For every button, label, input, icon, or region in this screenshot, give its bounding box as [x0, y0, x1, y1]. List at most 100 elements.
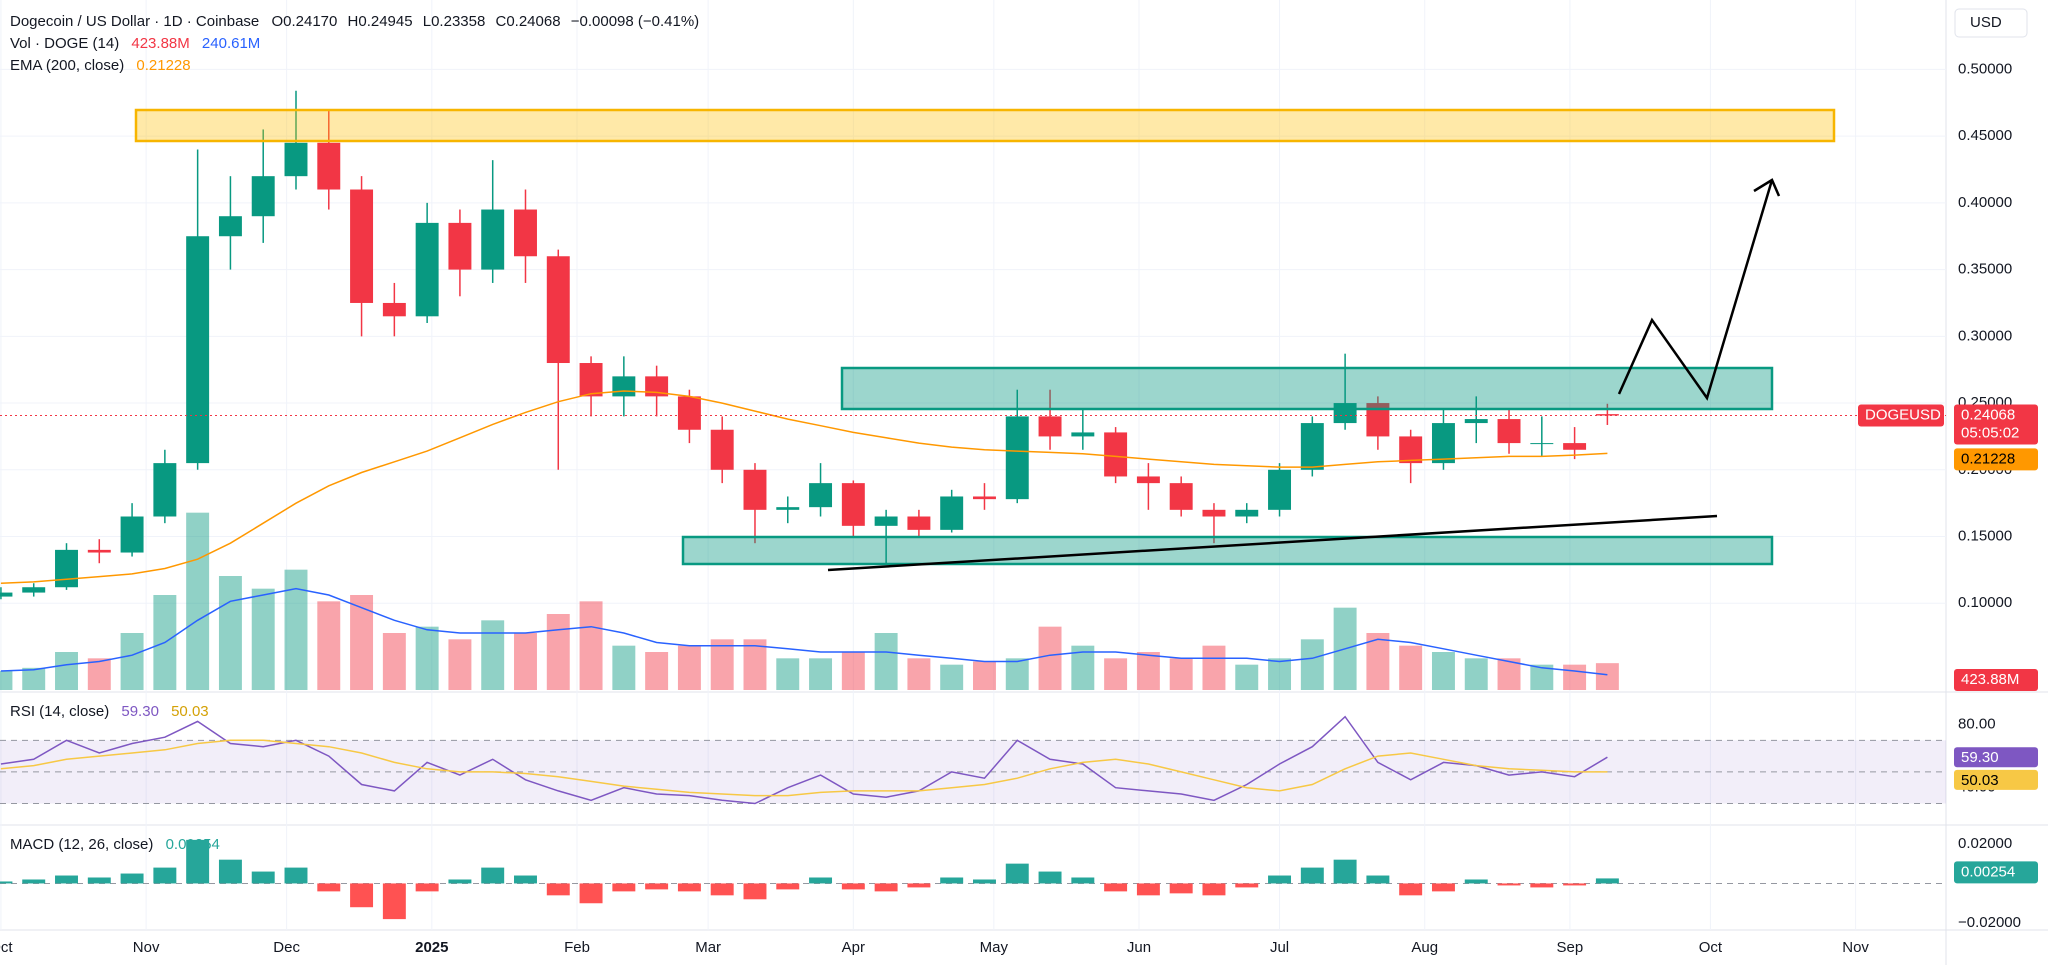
candle-body	[612, 376, 636, 397]
macd-bar	[776, 883, 800, 890]
close-label: C0.24068	[496, 13, 561, 30]
macd-bar	[481, 867, 505, 884]
macd-bar	[1202, 883, 1226, 896]
candle-body	[841, 483, 865, 526]
volume-bar	[218, 576, 242, 690]
y-tick-label: 0.50000	[1958, 60, 2012, 77]
macd-bar	[317, 883, 341, 892]
volume-bar	[1005, 658, 1029, 690]
last-price-tag-bg	[1954, 404, 2038, 445]
ema-name: EMA (200, close)	[10, 57, 124, 74]
volume-bar	[317, 601, 341, 690]
y-tick-label: 80.00	[1958, 716, 1996, 733]
y-tick-label: 0.30000	[1958, 327, 2012, 344]
rsi-tag: 59.30	[1961, 749, 1999, 766]
macd-bar	[809, 877, 833, 884]
last-price-tag: 05:05:02	[1961, 424, 2019, 441]
rsi-ma-value: 50.03	[171, 703, 209, 720]
y-tick-label: 0.10000	[1958, 594, 2012, 611]
candle-body	[1268, 469, 1292, 510]
symbol-tag-bg	[1858, 404, 1944, 427]
volume-bar	[841, 652, 865, 690]
volume-bar	[973, 661, 996, 690]
ema-line	[0, 390, 1608, 584]
macd-bar	[1268, 875, 1292, 884]
rsi-line	[0, 739, 1608, 797]
volume-ma-line	[0, 587, 1608, 676]
volume-ma-value: 240.61M	[202, 35, 260, 52]
candle-body	[514, 209, 537, 257]
candle-body	[1104, 432, 1128, 477]
macd-bar	[251, 871, 275, 884]
candle-body	[710, 429, 734, 470]
volume-bar	[186, 512, 210, 690]
macd-bar	[940, 877, 964, 884]
macd-tag-bg	[1954, 861, 2038, 884]
currency-box[interactable]	[1954, 8, 2028, 38]
macd-bar	[1333, 859, 1357, 884]
x-tick-label: Dec	[273, 939, 300, 956]
volume-bar	[1366, 633, 1390, 690]
candle-body	[382, 302, 406, 317]
macd-bar	[1169, 883, 1193, 894]
x-tick-label: Jun	[1127, 939, 1151, 956]
volume-bar	[1464, 658, 1488, 690]
volume-bar	[776, 658, 800, 690]
x-tick-label: Oct	[1699, 939, 1723, 956]
macd-bar	[1038, 871, 1062, 884]
macd-bar	[514, 875, 537, 884]
volume-tag-bg	[1954, 669, 2038, 691]
macd-bar	[1300, 867, 1324, 884]
volume-bar	[907, 658, 931, 690]
macd-bar	[1235, 883, 1259, 888]
macd-bar	[415, 883, 439, 892]
candle-body	[677, 396, 701, 430]
candle-body	[186, 236, 210, 464]
candle-body	[55, 549, 78, 588]
candle-body	[350, 189, 374, 303]
x-tick-label: Nov	[133, 939, 160, 956]
candle-body	[153, 463, 177, 517]
x-tick-label: Jul	[1270, 939, 1289, 956]
volume-value: 423.88M	[131, 35, 189, 52]
currency-label[interactable]: USD	[1970, 14, 2002, 31]
candle-body	[120, 516, 144, 553]
candle-body	[809, 483, 833, 508]
x-tick-label: Sep	[1557, 939, 1584, 956]
macd-legend: MACD (12, 26, close) 0.00254	[10, 836, 220, 853]
macd-bar	[1563, 883, 1587, 886]
volume-tag: 423.88M	[1961, 671, 2019, 688]
volume-bar	[743, 639, 767, 690]
volume-bar	[677, 645, 701, 690]
candle-body	[1399, 436, 1423, 464]
x-tick-label: May	[980, 939, 1009, 956]
candle-body	[22, 587, 46, 593]
macd-bar	[612, 883, 636, 892]
volume-bar	[546, 614, 570, 690]
axes: Oct Nov Dec 2025 Feb Mar Apr May Jun Jul Aug Sep Oct…	[0, 60, 2021, 956]
macd-bar	[448, 879, 472, 884]
candle-body	[1136, 476, 1160, 484]
candle-body	[874, 516, 898, 526]
macd-bar	[907, 883, 931, 888]
volume-bar	[1136, 652, 1160, 690]
volume-legend: Vol · DOGE (14) 423.88M 240.61M	[10, 35, 260, 52]
macd-bar	[0, 881, 13, 884]
rsi-legend: RSI (14, close) 59.30 50.03	[10, 703, 209, 720]
symbol-tag: DOGEUSD	[1865, 406, 1941, 423]
change-label: −0.00098 (−0.41%)	[571, 13, 699, 30]
volume-bar	[55, 652, 78, 690]
volume-bar	[1530, 664, 1554, 690]
macd-bar	[22, 879, 46, 884]
volume-bar	[940, 664, 964, 690]
candle-body	[645, 376, 669, 397]
rsi-line	[0, 715, 1608, 805]
candle-body	[415, 222, 439, 317]
macd-bar	[1497, 883, 1521, 886]
range-top-zone	[840, 366, 1774, 411]
candle-body	[1563, 443, 1587, 450]
macd-bar	[382, 883, 406, 920]
macd-bar	[645, 883, 669, 890]
